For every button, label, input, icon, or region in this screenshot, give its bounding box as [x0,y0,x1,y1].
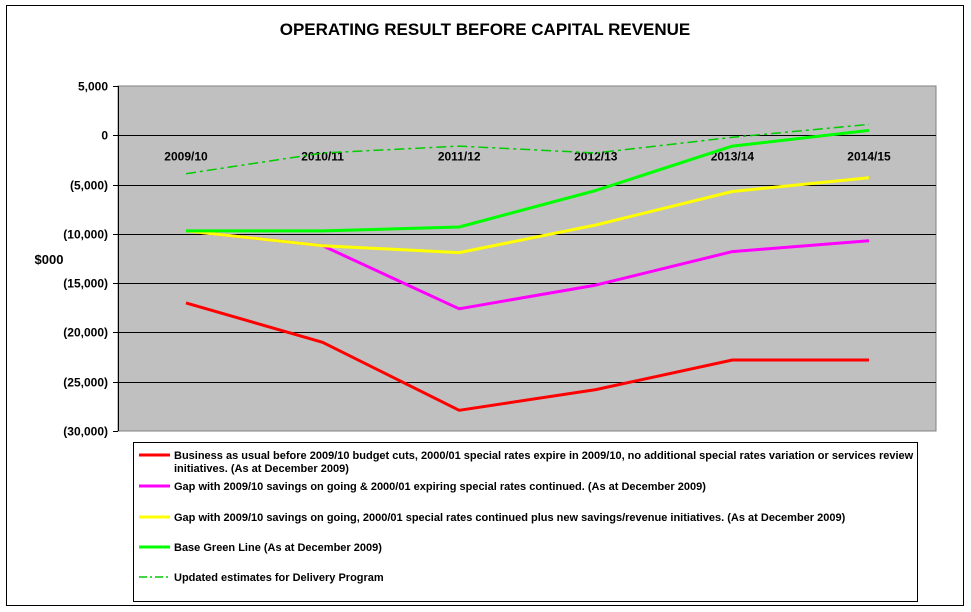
legend-item: Gap with 2009/10 savings on going & 2000… [139,481,706,493]
legend: Business as usual before 2009/10 budget … [133,442,918,602]
plot-area [117,85,937,432]
legend-item: Gap with 2009/10 savings on going, 2000/… [139,512,846,524]
y-tick-label: (5,000) [70,179,108,193]
gridlines [118,135,936,383]
y-tick-label: 5,000 [78,80,108,94]
y-tick-label: 0 [101,129,108,143]
y-tick-label: (15,000) [63,277,108,291]
x-tick-label: 2010/11 [301,149,344,163]
y-tick-label: (30,000) [63,425,108,439]
series-line [185,123,870,175]
x-tick-label: 2014/15 [847,149,891,163]
legend-item: Base Green Line (As at December 2009) [139,542,382,554]
legend-label: Gap with 2009/10 savings on going, 2000/… [174,512,846,524]
x-tick-label: 2009/10 [164,149,208,163]
y-tick-label: (20,000) [63,326,108,340]
series-line [185,301,869,412]
legend-item: Updated estimates for Delivery Program [139,572,384,584]
legend-item: Business as usual before 2009/10 budget … [139,450,914,475]
y-tick-label: (10,000) [63,228,108,242]
legend-label: Business as usual before 2009/10 budget … [174,450,914,475]
y-axis-ticks: 5,000 0 (5,000) (10,000) (15,000) (20,000) (25… [63,80,119,439]
series-lines [185,123,870,412]
y-tick-label: (25,000) [63,376,108,390]
legend-label: Base Green Line (As at December 2009) [174,542,382,554]
legend-label: Gap with 2009/10 savings on going & 2000… [174,481,706,493]
series-line [185,176,870,255]
series-line [186,128,870,233]
x-tick-label: 2011/12 [438,149,481,163]
y-axis-label: $000 [35,252,64,267]
chart-title: OPERATING RESULT BEFORE CAPITAL REVENUE [280,20,691,39]
x-tick-label: 2013/14 [711,149,755,163]
legend-label: Updated estimates for Delivery Program [174,572,384,584]
legend-box [133,442,918,602]
